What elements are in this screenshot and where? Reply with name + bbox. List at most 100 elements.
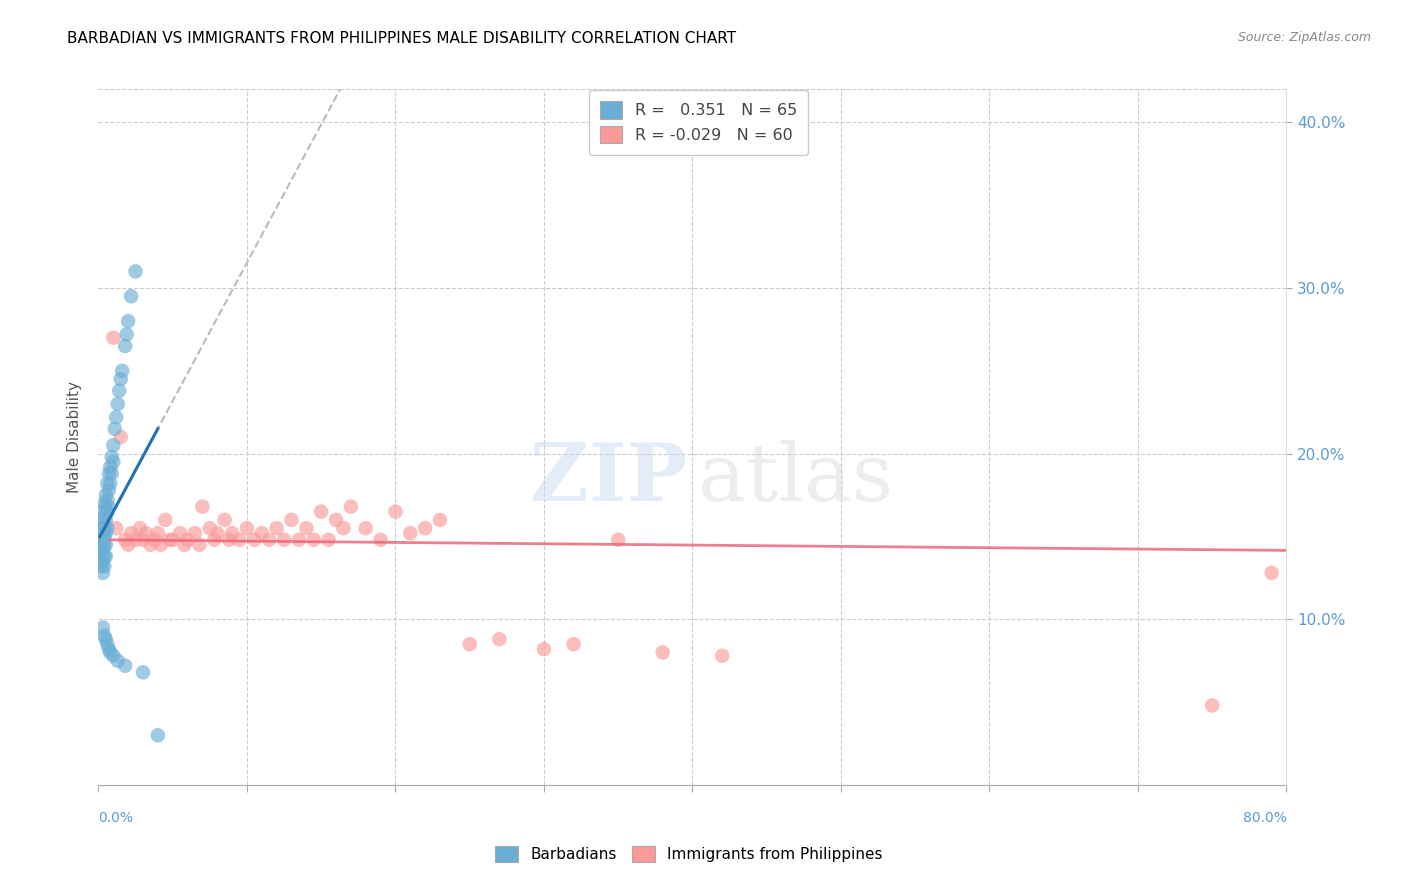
Point [110, 430, 132, 444]
Point [97, 500, 120, 514]
Point [280, 513, 302, 527]
Point [91, 533, 114, 547]
Point [94, 549, 117, 564]
Point [384, 505, 406, 519]
Point [93, 529, 115, 543]
Point [711, 648, 734, 663]
Point [354, 521, 377, 535]
Point [257, 533, 280, 547]
Point [176, 533, 198, 547]
Point [309, 505, 332, 519]
Point [413, 521, 436, 535]
Point [90, 538, 112, 552]
Point [120, 289, 142, 303]
Point [111, 364, 134, 378]
Point [295, 521, 318, 535]
Point [89, 546, 111, 560]
Point [273, 533, 295, 547]
Point [155, 513, 177, 527]
Point [115, 327, 138, 342]
Point [93, 509, 115, 524]
Point [94, 500, 117, 514]
Point [191, 500, 214, 514]
Text: 0.0%: 0.0% [98, 811, 134, 825]
Point [105, 410, 128, 425]
Point [325, 513, 347, 527]
Point [202, 533, 225, 547]
Point [120, 526, 142, 541]
Point [103, 331, 125, 345]
Point [90, 559, 112, 574]
Point [93, 549, 115, 564]
Point [533, 642, 555, 657]
Point [97, 467, 120, 481]
Point [91, 621, 114, 635]
Point [114, 533, 136, 547]
Point [93, 538, 115, 552]
Point [143, 533, 166, 547]
Point [340, 500, 363, 514]
Point [124, 264, 146, 278]
Point [91, 526, 114, 541]
Point [94, 538, 117, 552]
Point [458, 637, 481, 651]
Text: 80.0%: 80.0% [1243, 811, 1286, 825]
Point [236, 521, 259, 535]
Point [214, 513, 236, 527]
Point [93, 496, 115, 510]
Point [399, 526, 422, 541]
Point [103, 648, 125, 663]
Point [135, 526, 157, 541]
Point [103, 438, 125, 452]
Point [94, 513, 117, 527]
Point [97, 642, 120, 657]
Point [184, 526, 207, 541]
Point [93, 629, 115, 643]
Point [1260, 566, 1282, 580]
Point [651, 645, 673, 659]
Point [108, 384, 131, 398]
Point [98, 645, 121, 659]
Point [90, 521, 112, 535]
Point [114, 658, 136, 673]
Point [266, 521, 288, 535]
Point [104, 422, 127, 436]
Point [91, 542, 114, 557]
Legend: R =   0.351   N = 65, R = -0.029   N = 60: R = 0.351 N = 65, R = -0.029 N = 60 [589, 90, 808, 154]
Point [91, 566, 114, 580]
Point [103, 455, 125, 469]
Point [149, 538, 172, 552]
Point [139, 538, 162, 552]
Point [159, 533, 181, 547]
Text: Source: ZipAtlas.com: Source: ZipAtlas.com [1237, 31, 1371, 45]
Point [107, 654, 129, 668]
Point [429, 513, 451, 527]
Point [89, 521, 111, 535]
Point [370, 533, 392, 547]
Point [96, 476, 118, 491]
Point [1201, 698, 1223, 713]
Point [114, 339, 136, 353]
Point [250, 526, 273, 541]
Point [188, 538, 211, 552]
Point [96, 505, 118, 519]
Point [90, 549, 112, 564]
Point [117, 314, 139, 328]
Point [132, 533, 155, 547]
Point [488, 632, 510, 647]
Text: atlas: atlas [699, 440, 894, 518]
Point [90, 529, 112, 543]
Y-axis label: Male Disability: Male Disability [67, 381, 83, 493]
Point [607, 533, 630, 547]
Point [173, 538, 195, 552]
Point [129, 521, 152, 535]
Point [98, 476, 121, 491]
Point [146, 728, 169, 742]
Point [91, 516, 114, 531]
Point [96, 493, 118, 508]
Point [105, 521, 128, 535]
Text: BARBADIAN VS IMMIGRANTS FROM PHILIPPINES MALE DISABILITY CORRELATION CHART: BARBADIAN VS IMMIGRANTS FROM PHILIPPINES… [67, 31, 737, 46]
Text: ZIP: ZIP [530, 440, 686, 518]
Legend: Barbadians, Immigrants from Philippines: Barbadians, Immigrants from Philippines [489, 840, 889, 868]
Point [93, 559, 115, 574]
